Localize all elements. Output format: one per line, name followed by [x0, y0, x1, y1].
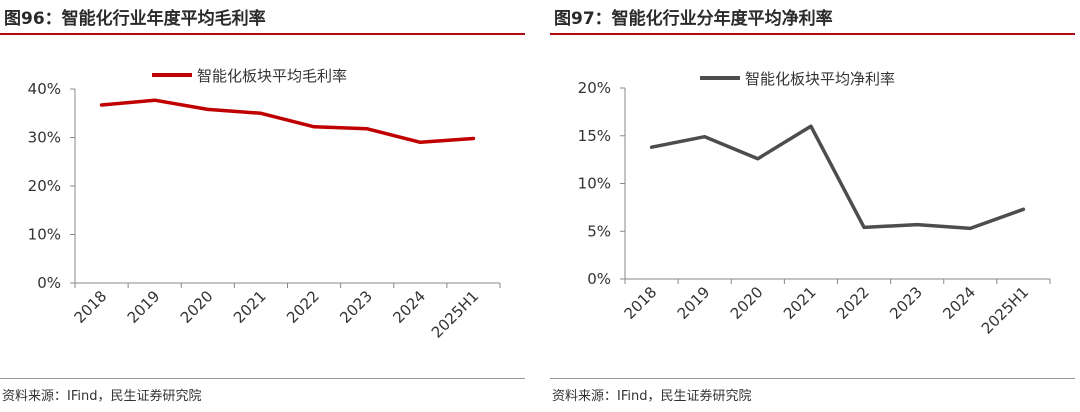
x-tick-label: 2023 [336, 287, 376, 327]
x-tick-label: 2024 [939, 283, 979, 323]
legend-label: 智能化板块平均净利率 [745, 70, 895, 88]
y-tick-label: 10% [28, 226, 61, 244]
x-tick-label: 2021 [780, 283, 820, 323]
title-divider [0, 33, 525, 35]
y-tick-label: 0% [587, 270, 611, 288]
chart-title: 图96：智能化行业年度平均毛利率 [4, 9, 266, 29]
source-divider [0, 378, 525, 379]
title-divider [550, 33, 1075, 35]
y-tick-label: 40% [28, 80, 61, 98]
x-tick-label: 2019 [124, 287, 164, 327]
x-tick-label: 2022 [283, 287, 323, 327]
y-tick-label: 10% [578, 175, 611, 193]
chart-panel-gross-margin: 图96：智能化行业年度平均毛利率 0% 10% 20% 30% 40% 2018 2019 2… [0, 0, 525, 412]
legend-label: 智能化板块平均毛利率 [197, 67, 347, 85]
source-note: 资料来源：IFind，民生证券研究院 [552, 389, 752, 404]
x-tick-label: 2025H1 [978, 283, 1032, 337]
y-tick-label: 20% [28, 177, 61, 195]
y-tick-label: 20% [578, 79, 611, 97]
x-tick-label: 2024 [389, 287, 429, 327]
chart-panel-net-margin: 图97：智能化行业分年度平均净利率 0% 5% 10% 15% 20% 2018 2019 2… [550, 0, 1075, 412]
x-tick-label: 2020 [727, 283, 767, 323]
y-tick-label: 30% [28, 129, 61, 147]
x-tick-label: 2021 [230, 287, 270, 327]
x-tick-label: 2018 [621, 283, 661, 323]
source-divider [550, 378, 1075, 379]
y-tick-label: 0% [37, 274, 61, 292]
series-line [649, 124, 1026, 231]
net-margin-line-chart: 0% 5% 10% 15% 20% 2018 2019 2020 2021 2022 2023 202… [578, 70, 1051, 338]
x-tick-label: 2022 [833, 283, 873, 323]
y-tick-label: 5% [587, 222, 611, 240]
series-line [99, 98, 476, 145]
x-tick-label: 2023 [886, 283, 926, 323]
chart-title: 图97：智能化行业分年度平均净利率 [554, 9, 833, 29]
gross-margin-line-chart: 0% 10% 20% 30% 40% 2018 2019 2020 2021 2022 2023 20… [28, 67, 501, 342]
source-note: 资料来源：IFind，民生证券研究院 [2, 389, 202, 404]
x-tick-label: 2020 [177, 287, 217, 327]
x-tick-label: 2025H1 [428, 287, 482, 341]
x-tick-label: 2019 [674, 283, 714, 323]
x-tick-label: 2018 [71, 287, 111, 327]
y-tick-label: 15% [578, 127, 611, 145]
